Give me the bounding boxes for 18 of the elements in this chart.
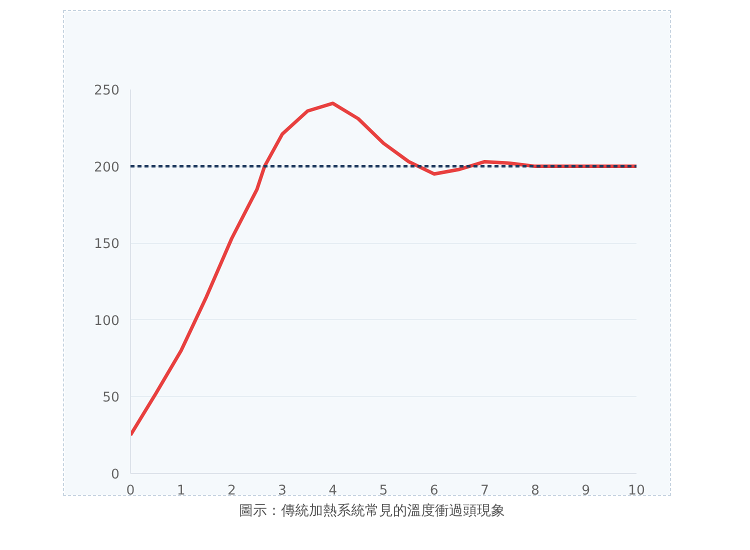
x-tick-label: 2: [227, 484, 236, 498]
x-tick-label: 10: [628, 484, 645, 498]
x-tick-label: 4: [328, 484, 338, 498]
y-tick-label: 200: [94, 160, 120, 176]
x-tick-label: 5: [379, 484, 388, 498]
x-tick-label: 7: [480, 484, 489, 498]
x-tick-label: 3: [278, 484, 287, 498]
text: 圖示：傳統加熱系統常見的溫度衝過頭現象: [239, 502, 505, 521]
y-tick-label: 0: [111, 468, 120, 482]
y-tick-label: 50: [102, 390, 120, 406]
x-tick-label: 6: [430, 484, 438, 498]
y-tick-label: 150: [94, 237, 120, 252]
x-tick-label: 0: [126, 484, 135, 498]
x-tick-label: 8: [531, 484, 540, 498]
x-tick-label: 9: [582, 484, 590, 498]
y-tick-label: 100: [94, 314, 120, 329]
x-tick-label: 1: [176, 484, 186, 498]
y-tick-label: 250: [94, 84, 120, 98]
